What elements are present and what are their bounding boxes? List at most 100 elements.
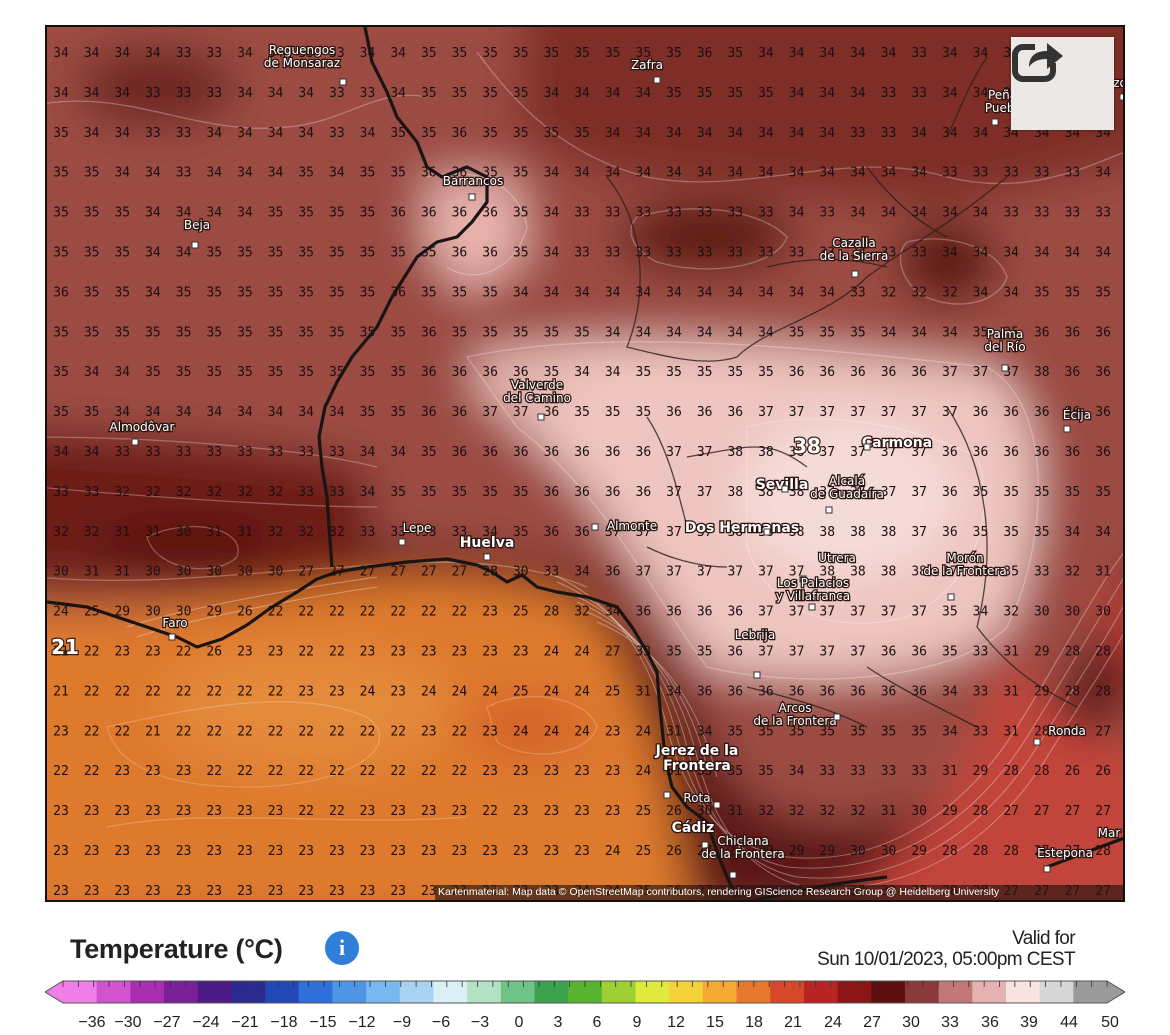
grid-value: 38	[758, 445, 774, 460]
grid-value: 31	[881, 804, 897, 819]
scale-tick-label: −21	[231, 1014, 259, 1031]
grid-value: 30	[697, 804, 713, 819]
grid-value: 36	[452, 126, 468, 141]
grid-value: 27	[329, 565, 345, 580]
share-button[interactable]	[1011, 37, 1114, 130]
city-label: Valverde	[511, 378, 563, 392]
city-label: Estepona	[1037, 846, 1093, 860]
grid-value: 38	[789, 485, 805, 500]
grid-value: 37	[758, 645, 774, 660]
grid-value: 30	[206, 565, 222, 580]
grid-value: 35	[1065, 485, 1081, 500]
grid-value: 35	[697, 86, 713, 101]
grid-value: 37	[850, 405, 866, 420]
grid-value: 35	[421, 445, 437, 460]
grid-value: 28	[1003, 764, 1019, 779]
grid-value: 32	[574, 605, 590, 620]
grid-value: 37	[819, 445, 835, 460]
grid-value: 34	[605, 365, 621, 380]
grid-value: 36	[727, 645, 743, 660]
grid-value: 35	[298, 206, 314, 221]
grid-value: 35	[114, 206, 130, 221]
grid-value: 35	[942, 605, 958, 620]
grid-value: 35	[819, 724, 835, 739]
grid-value: 34	[237, 405, 253, 420]
grid-value: 35	[145, 325, 161, 340]
grid-value: 37	[942, 365, 958, 380]
city-marker	[833, 713, 841, 721]
grid-value: 36	[911, 645, 927, 660]
grid-value: 36	[1034, 325, 1050, 340]
grid-value: 34	[697, 325, 713, 340]
grid-value: 33	[329, 46, 345, 61]
grid-value: 23	[605, 804, 621, 819]
grid-value: 33	[666, 246, 682, 261]
grid-value: 23	[513, 764, 529, 779]
grid-value: 33	[206, 86, 222, 101]
grid-value: 31	[237, 525, 253, 540]
info-icon[interactable]: i	[325, 931, 359, 965]
grid-value: 35	[329, 246, 345, 261]
grid-value: 34	[758, 126, 774, 141]
grid-value: 35	[329, 285, 345, 300]
grid-value: 35	[482, 46, 498, 61]
grid-value: 38	[758, 485, 774, 500]
city-marker	[1124, 844, 1125, 850]
grid-value: 33	[176, 126, 192, 141]
city-label: Palma	[987, 327, 1023, 341]
grid-value: 32	[1003, 605, 1019, 620]
grid-value: 31	[1003, 684, 1019, 699]
grid-value: 33	[1095, 206, 1111, 221]
grid-value: 34	[942, 246, 958, 261]
scale-tick-label: −24	[192, 1014, 220, 1031]
grid-value: 24	[482, 684, 498, 699]
grid-value: 33	[390, 525, 406, 540]
city-marker	[851, 270, 859, 278]
grid-value: 34	[268, 166, 284, 181]
grid-value: 35	[1095, 285, 1111, 300]
grid-value: 33	[819, 764, 835, 779]
grid-value: 36	[1095, 365, 1111, 380]
grid-value: 23	[482, 724, 498, 739]
grid-value: 35	[850, 724, 866, 739]
scale-right-arrow	[1107, 981, 1125, 1003]
grid-value: 35	[1065, 285, 1081, 300]
legend-title: Temperature (°C)	[70, 934, 283, 964]
grid-value: 31	[114, 525, 130, 540]
grid-value: 22	[84, 645, 100, 660]
grid-value: 32	[329, 525, 345, 540]
grid-value: 37	[850, 605, 866, 620]
grid-value: 34	[237, 86, 253, 101]
grid-value: 35	[727, 764, 743, 779]
scale-swatch	[500, 981, 536, 1003]
grid-value: 23	[513, 844, 529, 859]
grid-value: 34	[84, 126, 100, 141]
grid-value: 35	[1034, 525, 1050, 540]
city-label: Écija	[1063, 407, 1091, 422]
grid-value: 36	[482, 206, 498, 221]
grid-value: 35	[513, 126, 529, 141]
grid-value: 35	[697, 764, 713, 779]
grid-value: 34	[329, 405, 345, 420]
grid-value: 23	[482, 764, 498, 779]
grid-value: 35	[329, 325, 345, 340]
grid-value: 32	[84, 525, 100, 540]
grid-value: 22	[114, 684, 130, 699]
grid-value: 36	[421, 166, 437, 181]
grid-value: 36	[544, 405, 560, 420]
grid-value: 34	[360, 445, 376, 460]
grid-value: 33	[206, 445, 222, 460]
grid-value: 35	[819, 325, 835, 340]
grid-value: 29	[1034, 645, 1050, 660]
share-icon	[1012, 39, 1065, 82]
grid-value: 35	[1034, 485, 1050, 500]
grid-value: 35	[452, 86, 468, 101]
grid-value: 23	[544, 844, 560, 859]
grid-value: 38	[819, 525, 835, 540]
grid-value: 26	[666, 804, 682, 819]
grid-value: 38	[727, 445, 743, 460]
grid-value: 37	[666, 485, 682, 500]
weather-map[interactable]: 34 34 34 34 33 33 34 34 33 33 34 34 35 35 35 35 35 35 35 35…	[45, 25, 1125, 902]
grid-value: 37	[758, 565, 774, 580]
grid-value: 36	[727, 405, 743, 420]
